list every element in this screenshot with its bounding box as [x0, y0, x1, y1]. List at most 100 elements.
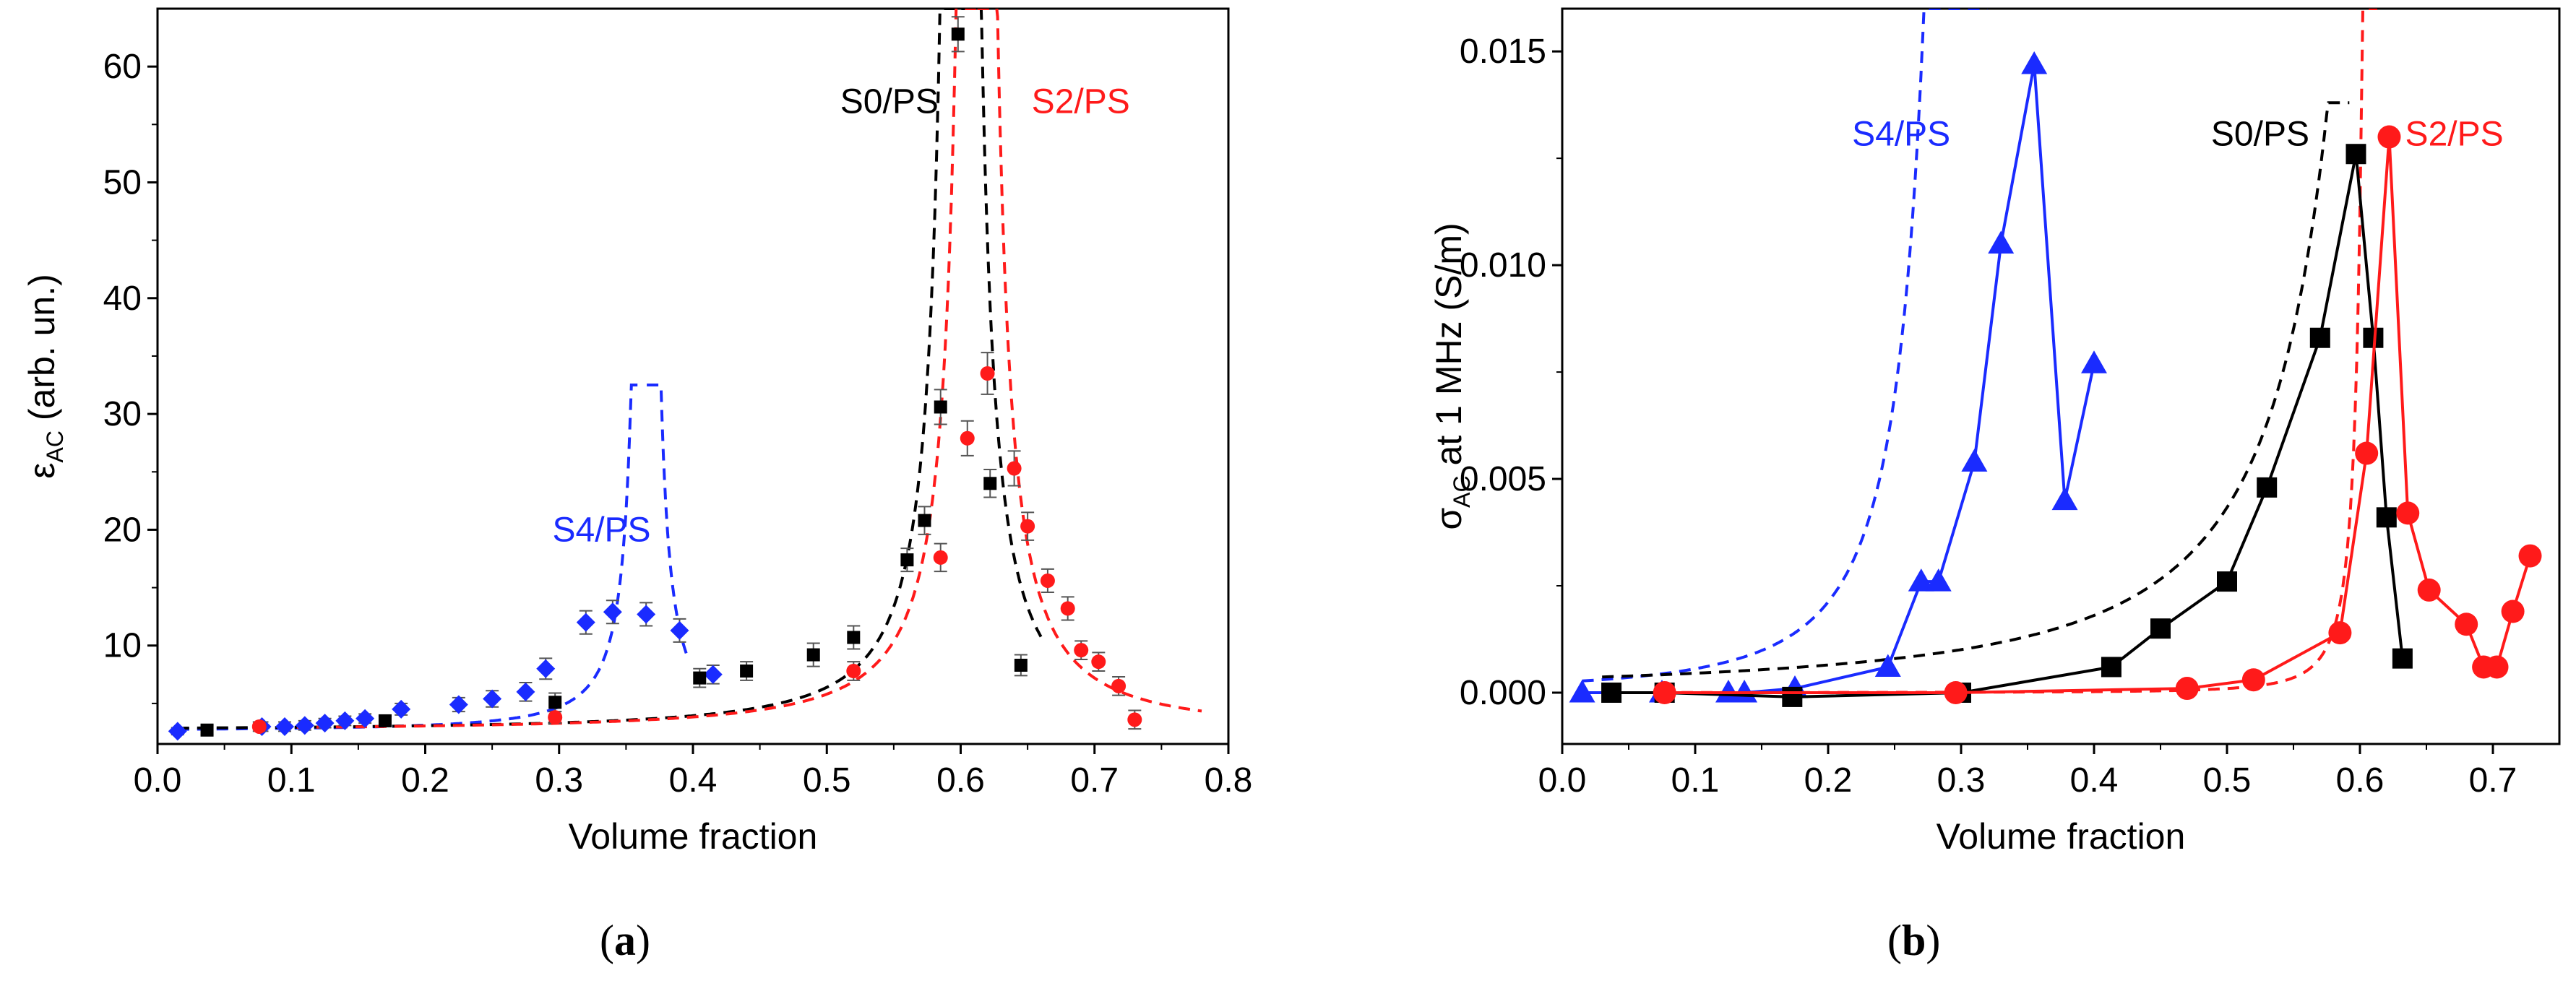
marker-diamond: [275, 717, 294, 736]
marker-square: [200, 723, 214, 737]
y-tick-label: 0.005: [1460, 460, 1546, 498]
marker-triangle: [1908, 568, 1934, 592]
marker-triangle: [1569, 679, 1595, 703]
marker-square: [847, 631, 861, 644]
marker-circle: [2417, 578, 2441, 602]
marker-circle: [846, 664, 861, 679]
x-tick-label: 0.2: [401, 761, 449, 800]
marker-square: [693, 671, 707, 685]
y-tick-label: 30: [103, 395, 142, 433]
marker-circle: [251, 719, 267, 734]
marker-square: [934, 400, 947, 414]
x-tick-label: 0.5: [803, 761, 851, 800]
marker-circle: [2355, 441, 2379, 465]
marker-circle: [2241, 668, 2265, 692]
marker-square: [2257, 477, 2278, 498]
marker-circle: [2396, 501, 2420, 525]
marker-circle: [2377, 125, 2401, 149]
x-tick-label: 0.7: [2469, 761, 2517, 800]
marker-square: [2217, 571, 2237, 592]
marker-circle: [2455, 613, 2478, 636]
marker-square: [806, 648, 820, 662]
y-tick-label: 10: [103, 627, 142, 665]
y-axis-label: σAC at 1 MHz (S/m): [1429, 222, 1475, 529]
x-tick-label: 0.1: [267, 761, 316, 800]
marker-diamond: [670, 620, 689, 640]
marker-square: [2150, 618, 2171, 639]
marker-square: [983, 477, 997, 490]
y-tick-label: 0.010: [1460, 246, 1546, 285]
marker-circle: [1060, 601, 1075, 616]
series-label: S4/PS: [1852, 115, 1950, 153]
marker-diamond: [315, 714, 335, 733]
marker-circle: [1040, 573, 1055, 588]
chart-a: 0.0 0.1 0.2 0.3 0.4 0.5 0.6 0.7 0.8 10 20 30 40 50 60 V…: [22, 7, 1252, 857]
marker-triangle: [1874, 654, 1901, 677]
marker-square: [1782, 686, 1803, 707]
marker-diamond: [603, 602, 622, 622]
x-tick-label: 0.4: [2070, 761, 2119, 800]
x-tick-label: 0.0: [134, 761, 182, 800]
series-label: S0/PS: [2211, 115, 2309, 153]
fit-curve-right: [961, 9, 1043, 638]
fit-curve-left: [1602, 101, 2350, 679]
marker-circle: [1944, 680, 1968, 704]
marker-square: [1014, 658, 1028, 672]
marker-circle: [1091, 654, 1106, 670]
marker-circle: [2175, 677, 2199, 701]
panel-a: 0.0 0.1 0.2 0.3 0.4 0.5 0.6 0.7 0.8 10 20 30 40 50 60 V…: [22, 7, 1252, 964]
marker-square: [2376, 507, 2397, 528]
series-label: S0/PS: [840, 82, 939, 121]
marker-triangle: [1988, 230, 2015, 254]
fit-curve-right: [647, 384, 688, 654]
marker-square: [740, 665, 754, 678]
marker-diamond: [576, 613, 595, 632]
marker-triangle: [2051, 487, 2078, 511]
x-tick-label: 0.3: [1937, 761, 1986, 800]
marker-triangle: [1925, 568, 1952, 592]
x-tick-label: 0.5: [2203, 761, 2252, 800]
y-tick-label: 50: [103, 163, 142, 202]
marker-triangle: [2081, 350, 2107, 373]
marker-circle: [933, 550, 948, 565]
fit-curve-left: [177, 384, 646, 731]
marker-diamond: [703, 665, 723, 684]
caption-a: (a): [600, 917, 650, 964]
x-tick-label: 0.6: [936, 761, 985, 800]
marker-circle: [1007, 461, 1022, 476]
y-tick-label: 60: [103, 48, 142, 86]
marker-triangle: [2021, 51, 2048, 74]
x-tick-label: 0.4: [669, 761, 718, 800]
marker-circle: [2501, 600, 2525, 623]
x-axis-label: Volume fraction: [1937, 816, 2186, 857]
marker-diamond: [356, 709, 375, 728]
fit-curve-left: [257, 9, 976, 730]
marker-square: [2309, 327, 2330, 348]
marker-circle: [1020, 519, 1035, 534]
marker-circle: [2485, 655, 2509, 679]
y-axis-label: εAC (arb. un.): [22, 274, 68, 479]
marker-circle: [1074, 643, 1089, 658]
plot-area: [1569, 9, 2542, 707]
marker-square: [918, 514, 931, 527]
marker-square: [900, 553, 914, 567]
marker-diamond: [168, 722, 187, 741]
x-axis-label: Volume fraction: [569, 816, 818, 857]
marker-diamond: [449, 695, 468, 714]
marker-diamond: [483, 689, 502, 709]
fit-curve-left: [1662, 9, 2377, 694]
marker-circle: [1111, 678, 1127, 693]
x-tick-label: 0.7: [1070, 761, 1119, 800]
marker-circle: [548, 710, 563, 725]
caption-b: (b): [1887, 917, 1941, 964]
marker-square: [548, 696, 562, 709]
marker-circle: [2518, 544, 2542, 568]
marker-circle: [1653, 680, 1676, 704]
y-tick-label: 0.015: [1460, 33, 1546, 71]
plot-frame: [1561, 7, 2561, 745]
marker-square: [2101, 657, 2121, 678]
marker-diamond: [392, 699, 411, 719]
series-line: [1664, 137, 2532, 694]
marker-diamond: [637, 605, 656, 624]
marker-diamond: [536, 659, 556, 678]
